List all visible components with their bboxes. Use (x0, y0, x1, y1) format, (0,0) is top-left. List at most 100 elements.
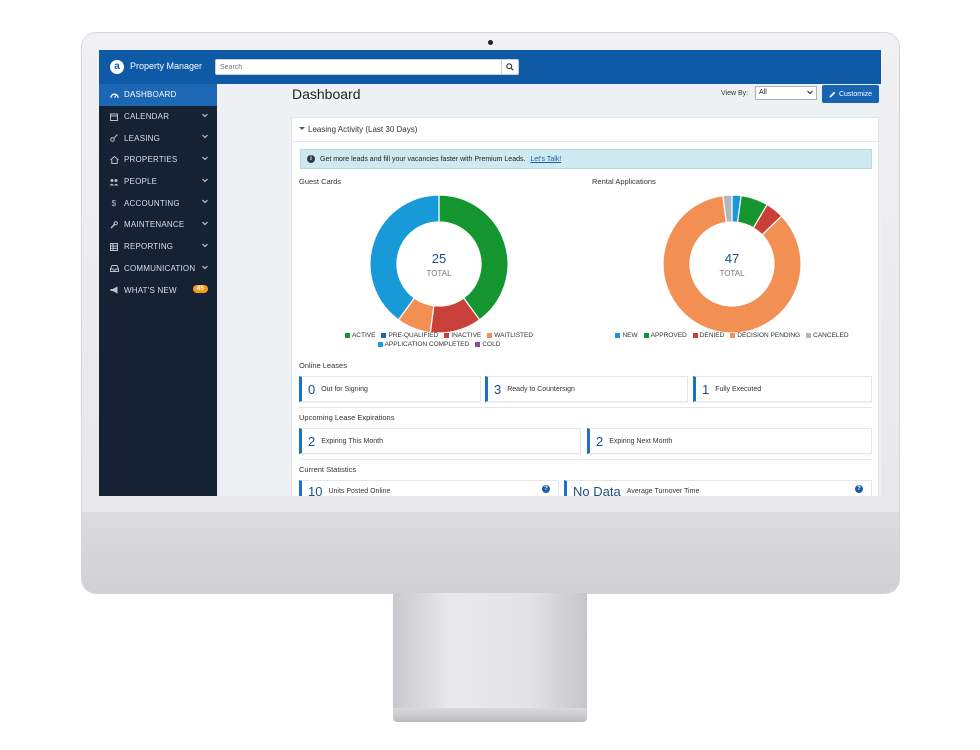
legend-label: PRE-QUALIFIED (388, 332, 439, 339)
legend-item-active[interactable]: ACTIVE (344, 332, 376, 339)
home-icon (108, 155, 120, 165)
leasing-activity-header[interactable]: Leasing Activity (Last 30 Days) (292, 118, 880, 142)
guest-cards-donut-chart: 25 TOTAL (369, 194, 509, 334)
screen: a Property Manager DASHBOARD CALENDAR (99, 50, 881, 496)
fully-executed-label: Fully Executed (715, 385, 762, 393)
monitor-chin (82, 512, 899, 593)
legend-label: ACTIVE (351, 332, 376, 339)
sidebar-item-calendar[interactable]: CALENDAR (99, 106, 217, 128)
donut-slice-active[interactable] (438, 194, 509, 321)
section-divider (299, 407, 872, 408)
legend-swatch (344, 333, 350, 338)
view-by-label: View By: (721, 90, 749, 97)
legend-item-waitlisted[interactable]: WAITLISTED (487, 332, 533, 339)
sidebar-item-label: MAINTENANCE (124, 220, 185, 230)
legend-item-application-completed[interactable]: APPLICATION COMPLETED (377, 341, 470, 348)
pencil-icon (829, 91, 836, 97)
expiring-this-month-card[interactable]: 2 Expiring This Month (299, 428, 581, 454)
online-leases-title: Online Leases (299, 361, 347, 370)
legend-item-cold[interactable]: COLD (475, 341, 500, 348)
whats-new-badge: 45 (192, 285, 208, 294)
expiring-this-month-label: Expiring This Month (321, 437, 383, 445)
legend-label: APPROVED (650, 332, 687, 339)
chevron-down-icon (807, 90, 813, 95)
chevron-down-icon (202, 134, 208, 139)
lease-expirations-title: Upcoming Lease Expirations (299, 413, 395, 422)
info-icon: i (307, 155, 315, 163)
legend-swatch (444, 333, 450, 338)
wrench-icon (108, 220, 120, 230)
key-icon (108, 133, 120, 143)
sidebar-item-people[interactable]: PEOPLE (99, 171, 217, 193)
legend-label: NEW (622, 332, 638, 339)
rental-applications-total-value: 47 (725, 251, 739, 266)
legend-swatch (377, 342, 383, 347)
promo-text: Get more leads and fill your vacancies f… (320, 155, 526, 163)
fully-executed-count: 1 (702, 381, 710, 397)
help-icon[interactable]: ? (855, 485, 863, 493)
sidebar-item-label: WHAT'S NEW (124, 285, 177, 295)
legend-item-approved[interactable]: APPROVED (643, 332, 687, 339)
legend-item-canceled[interactable]: CANCELED (806, 332, 849, 339)
inbox-icon (108, 263, 120, 273)
lets-talk-link[interactable]: Let's Talk! (530, 155, 562, 163)
sidebar-item-dashboard[interactable]: DASHBOARD (99, 84, 217, 106)
fully-executed-card[interactable]: 1 Fully Executed (693, 376, 872, 402)
legend-item-denied[interactable]: DENIED (692, 332, 725, 339)
sidebar-item-label: DASHBOARD (124, 90, 177, 100)
ready-to-countersign-label: Ready to Countersign (507, 385, 575, 393)
view-by-select[interactable]: All (755, 86, 817, 100)
out-for-signing-card[interactable]: 0 Out for Signing (299, 376, 481, 402)
chevron-down-icon (202, 265, 208, 269)
sidebar-item-reporting[interactable]: REPORTING (99, 236, 217, 258)
expiring-next-month-card[interactable]: 2 Expiring Next Month (587, 428, 872, 454)
section-divider (299, 459, 872, 460)
search-button[interactable] (501, 60, 518, 74)
legend-label: APPLICATION COMPLETED (384, 341, 470, 348)
collapse-triangle-icon (299, 127, 305, 130)
units-posted-online-card[interactable]: 10 Units Posted Online ? (299, 480, 559, 496)
guest-cards-title: Guest Cards (299, 177, 342, 186)
sidebar-item-communication[interactable]: COMMUNICATION (99, 258, 217, 280)
sidebar-item-leasing[interactable]: LEASING (99, 127, 217, 149)
current-statistics-title: Current Statistics (299, 465, 357, 474)
chevron-down-icon (202, 200, 208, 204)
donut-slice-application-completed[interactable] (369, 194, 440, 321)
customize-button[interactable]: Customize (822, 85, 879, 103)
monitor-stand (393, 593, 587, 711)
dollar-icon: $ (111, 198, 117, 208)
average-turnover-time-card[interactable]: No Data Average Turnover Time ? (564, 480, 872, 496)
legend-label: CANCELED (813, 332, 849, 339)
legend-item-decision-pending[interactable]: DECISION PENDING (730, 332, 800, 339)
sidebar: DASHBOARD CALENDAR LEASING PROPERTIES (99, 84, 217, 496)
donut-slice-decision-pending[interactable] (662, 194, 802, 334)
guest-cards-total-value: 25 (432, 251, 446, 266)
search-input[interactable] (216, 60, 501, 74)
sidebar-item-label: PROPERTIES (124, 155, 178, 165)
page-title: Dashboard (292, 86, 361, 102)
sidebar-item-whats-new[interactable]: WHAT'S NEW 45 (99, 279, 217, 301)
ready-to-countersign-card[interactable]: 3 Ready to Countersign (485, 376, 688, 402)
legend-item-new[interactable]: NEW (615, 332, 638, 339)
chevron-down-icon (202, 221, 208, 226)
logo-icon[interactable]: a (110, 60, 124, 74)
legend-label: WAITLISTED (494, 332, 534, 339)
guest-cards-total-label: TOTAL (426, 269, 452, 278)
sidebar-item-accounting[interactable]: $ ACCOUNTING (99, 192, 217, 214)
legend-item-pre-qualified[interactable]: PRE-QUALIFIED (381, 332, 438, 339)
help-icon[interactable]: ? (542, 485, 550, 493)
dashboard-icon (108, 90, 120, 100)
sidebar-item-properties[interactable]: PROPERTIES (99, 149, 217, 171)
app-name[interactable]: Property Manager (130, 61, 203, 71)
legend-item-inactive[interactable]: INACTIVE (444, 332, 481, 339)
legend-label: DECISION PENDING (737, 332, 801, 339)
rental-applications-legend: NEW APPROVED DENIED DECISION PENDING CANCELE… (592, 332, 872, 339)
expiring-next-month-count: 2 (596, 433, 604, 449)
legend-label: DENIED (699, 332, 725, 339)
average-turnover-time-value: No Data (573, 484, 621, 496)
donut-slice-canceled[interactable] (722, 194, 733, 224)
units-posted-online-label: Units Posted Online (328, 488, 391, 495)
legend-label: INACTIVE (451, 332, 482, 339)
premium-leads-banner: i Get more leads and fill your vacancies… (300, 149, 872, 169)
sidebar-item-maintenance[interactable]: MAINTENANCE (99, 214, 217, 236)
